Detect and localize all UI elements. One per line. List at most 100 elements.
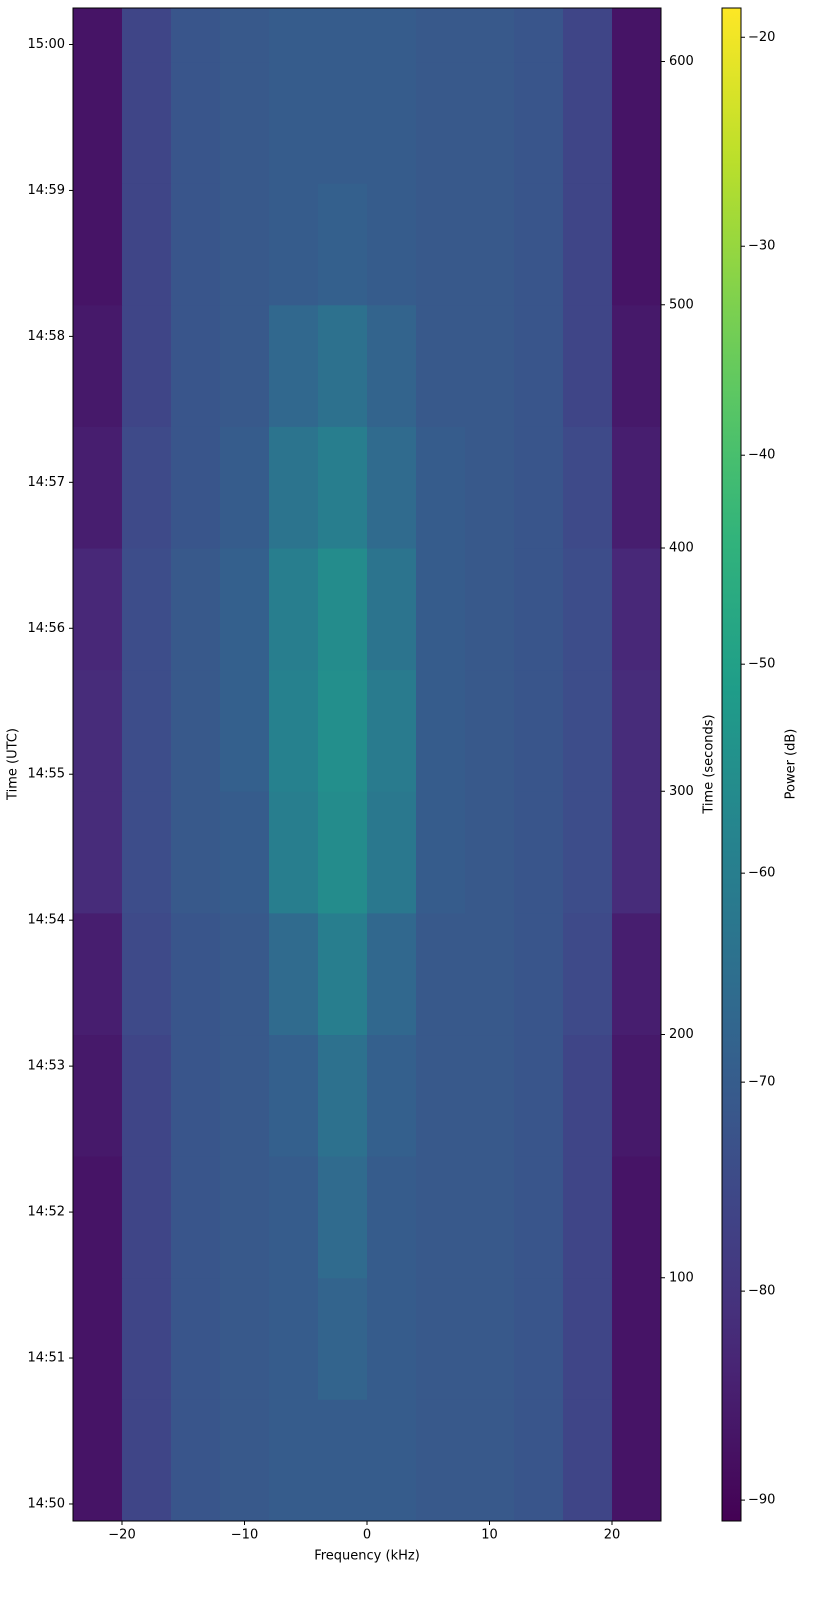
heat-cell	[73, 1156, 123, 1279]
heat-cell	[122, 669, 172, 792]
y-tick-label: 14:58	[28, 329, 65, 344]
heat-cell	[514, 669, 564, 792]
heat-cell	[269, 304, 319, 427]
heat-cell	[563, 426, 613, 549]
heat-cell	[73, 1277, 123, 1400]
x-tick-label: 10	[481, 1528, 498, 1543]
heat-cell	[269, 1277, 319, 1400]
heat-cell	[122, 1156, 172, 1279]
heat-cell	[318, 8, 368, 63]
y-tick-label: 14:56	[28, 621, 65, 636]
heat-cell	[73, 1399, 123, 1522]
heat-cell	[171, 1277, 221, 1400]
x-tick-label: −10	[231, 1528, 258, 1543]
heat-cell	[612, 1156, 662, 1279]
heat-cell	[416, 1034, 466, 1157]
heat-cell	[367, 304, 417, 427]
heat-cell	[612, 912, 662, 1036]
heat-cell	[612, 1034, 662, 1157]
heat-cell	[514, 1034, 564, 1157]
y2-tick-label: 300	[669, 784, 694, 799]
heat-cell	[514, 791, 564, 914]
heat-cell	[563, 912, 613, 1036]
heat-cell	[416, 426, 466, 549]
heat-cell	[220, 1156, 270, 1279]
heat-cell	[563, 1399, 613, 1522]
heat-cell	[122, 426, 172, 549]
heat-cell	[73, 548, 123, 671]
heat-cell	[122, 183, 172, 306]
heat-cell	[612, 61, 662, 184]
heat-cell	[514, 1277, 564, 1400]
heat-cell	[318, 61, 368, 184]
heat-cell	[73, 8, 123, 63]
heat-cell	[122, 1399, 172, 1522]
colorbar	[721, 7, 742, 1522]
heat-cell	[367, 61, 417, 184]
heat-cell	[612, 1399, 662, 1522]
heat-cell	[269, 8, 319, 63]
heat-cell	[367, 1034, 417, 1157]
heat-cell	[171, 791, 221, 914]
heat-cell	[220, 669, 270, 792]
heat-cell	[73, 183, 123, 306]
heat-cell	[465, 791, 515, 914]
heat-cell	[171, 1034, 221, 1157]
heat-cell	[367, 912, 417, 1036]
heat-cell	[122, 304, 172, 427]
heat-cell	[73, 791, 123, 914]
y-tick-label: 14:59	[28, 183, 65, 198]
heat-cell	[514, 1156, 564, 1279]
colorbar-tick-label: −20	[748, 30, 775, 45]
heat-cell	[563, 791, 613, 914]
heat-cell	[416, 8, 466, 63]
heat-cell	[563, 61, 613, 184]
colorbar-tick-label: −70	[748, 1075, 775, 1090]
heat-cell	[171, 548, 221, 671]
heat-cell	[416, 791, 466, 914]
heat-cell	[269, 548, 319, 671]
heat-cell	[318, 304, 368, 427]
heat-cell	[465, 304, 515, 427]
colorbar-tick-label: −30	[748, 239, 775, 254]
heat-cell	[171, 1156, 221, 1279]
heat-cell	[318, 1156, 368, 1279]
heat-cell	[367, 548, 417, 671]
heat-cell	[171, 1399, 221, 1522]
x-axis-label: Frequency (kHz)	[314, 1549, 420, 1564]
colorbar-tick-label: −60	[748, 866, 775, 881]
heat-cell	[416, 1156, 466, 1279]
heat-cell	[73, 61, 123, 184]
heat-cell	[220, 304, 270, 427]
y2-tick-label: 100	[669, 1270, 694, 1285]
heat-cell	[269, 61, 319, 184]
y2-tick-label: 500	[669, 297, 694, 312]
heat-cell	[269, 912, 319, 1036]
heat-cell	[220, 1034, 270, 1157]
heat-cell	[122, 1034, 172, 1157]
heat-cell	[612, 669, 662, 792]
colorbar-tick-label: −40	[748, 448, 775, 463]
heat-cell	[367, 791, 417, 914]
heat-cell	[367, 8, 417, 63]
heat-cell	[367, 426, 417, 549]
heat-cell	[416, 304, 466, 427]
heat-cell	[367, 669, 417, 792]
heat-cell	[220, 791, 270, 914]
heat-cell	[465, 61, 515, 184]
heat-cell	[220, 183, 270, 306]
heat-cell	[171, 669, 221, 792]
y-tick-label: 14:50	[28, 1496, 65, 1511]
heat-cell	[465, 548, 515, 671]
heat-cell	[171, 426, 221, 549]
heat-cell	[220, 426, 270, 549]
heat-cell	[612, 548, 662, 671]
heat-cell	[367, 1399, 417, 1522]
heat-cell	[220, 8, 270, 63]
x-tick-label: 0	[363, 1528, 371, 1543]
y2-tick-label: 600	[669, 54, 694, 69]
heat-cell	[220, 548, 270, 671]
heat-cell	[318, 548, 368, 671]
heat-cell	[269, 1399, 319, 1522]
